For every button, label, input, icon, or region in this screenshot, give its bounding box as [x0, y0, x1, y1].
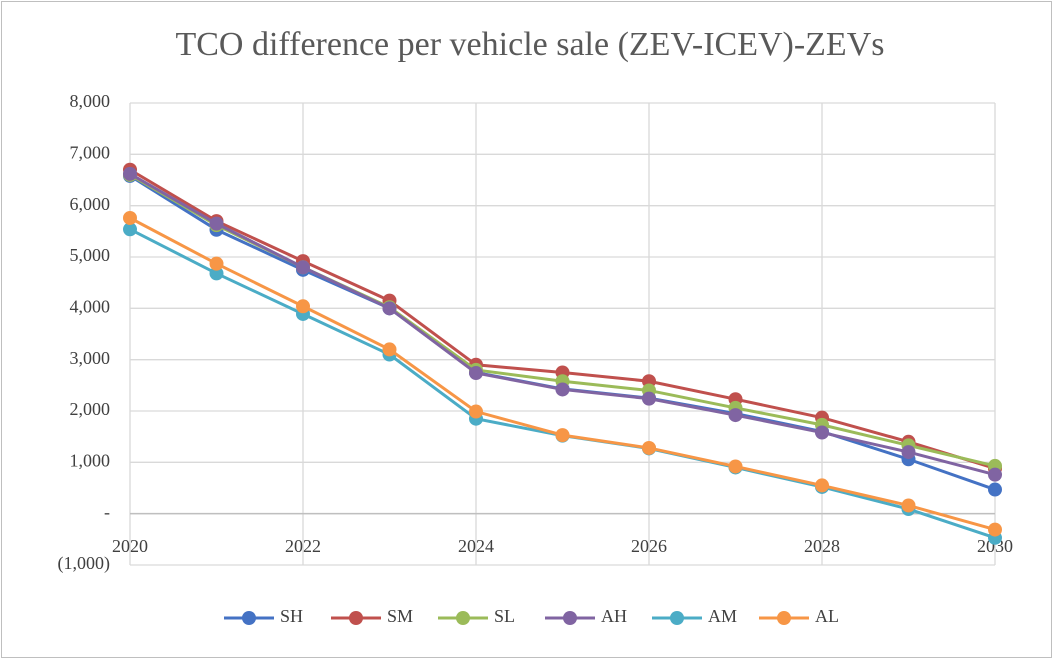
- data-point: [382, 342, 397, 357]
- data-point: [815, 425, 829, 440]
- data-point: [642, 440, 656, 455]
- data-point: [209, 266, 224, 281]
- y-tick-label: 4,000: [70, 296, 111, 316]
- legend-marker: [777, 611, 791, 625]
- legend-label: SL: [494, 606, 515, 626]
- data-point: [209, 216, 224, 231]
- y-tick-label: (1,000): [58, 553, 111, 574]
- y-tick-label: -: [104, 502, 110, 522]
- data-point: [296, 299, 310, 314]
- data-point: [555, 428, 570, 443]
- y-tick-label: 1,000: [70, 450, 111, 470]
- data-point: [209, 256, 224, 271]
- x-tick-label: 2030: [977, 536, 1013, 556]
- y-tick-label: 3,000: [70, 348, 111, 368]
- legend-label: SM: [387, 606, 413, 626]
- data-point: [728, 408, 743, 423]
- x-tick-label: 2022: [285, 536, 321, 556]
- legend-label: AM: [708, 606, 737, 626]
- data-point: [123, 210, 137, 225]
- data-point: [123, 222, 137, 237]
- data-point: [123, 166, 137, 181]
- data-point: [469, 366, 483, 381]
- legend-marker: [349, 611, 363, 625]
- x-tick-label: 2026: [631, 536, 667, 556]
- data-point: [728, 459, 743, 474]
- data-point: [642, 391, 656, 406]
- y-tick-label: 7,000: [70, 142, 111, 162]
- legend-label: AL: [815, 606, 839, 626]
- data-point: [815, 478, 829, 493]
- data-point: [901, 498, 916, 513]
- x-tick-label: 2024: [458, 536, 494, 556]
- data-point: [296, 260, 310, 275]
- y-tick-label: 5,000: [70, 245, 111, 265]
- legend-marker: [670, 611, 684, 625]
- data-point: [555, 382, 570, 397]
- data-point: [988, 482, 1002, 497]
- legend-label: SH: [280, 606, 303, 626]
- data-point: [382, 301, 397, 316]
- y-tick-label: 2,000: [70, 399, 111, 419]
- data-point: [469, 404, 483, 419]
- y-tick-label: 6,000: [70, 194, 111, 214]
- x-tick-label: 2028: [804, 536, 840, 556]
- data-point: [988, 467, 1002, 482]
- data-point: [901, 445, 916, 460]
- legend-marker: [242, 611, 256, 625]
- chart-title: TCO difference per vehicle sale (ZEV-ICE…: [175, 26, 884, 63]
- legend-label: AH: [601, 606, 627, 626]
- legend-marker: [563, 611, 577, 625]
- data-point: [988, 522, 1002, 537]
- x-tick-label: 2020: [112, 536, 148, 556]
- legend-marker: [456, 611, 470, 625]
- y-tick-label: 8,000: [70, 91, 111, 111]
